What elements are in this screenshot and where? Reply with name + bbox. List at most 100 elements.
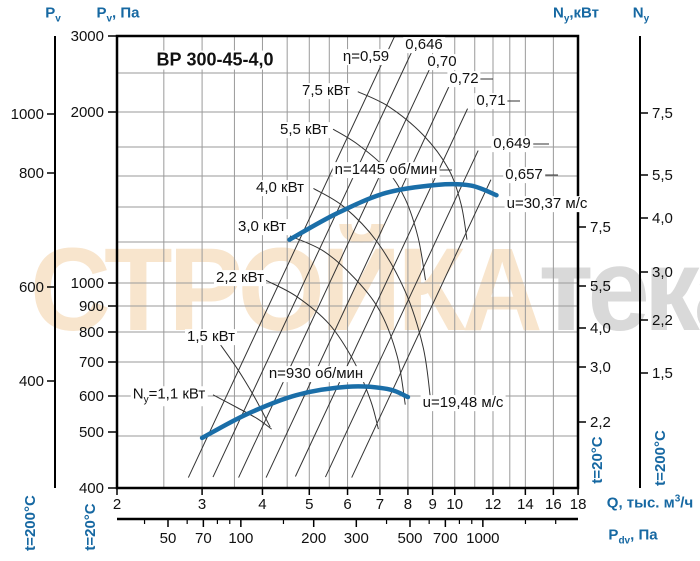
power-curve — [332, 128, 427, 281]
axis-title-text: P — [608, 526, 619, 544]
efficiency-line — [351, 179, 492, 478]
tick-label-pdv: 70 — [195, 530, 212, 547]
axis-title-sup: 3 — [674, 493, 681, 505]
temp-label-20c-left: t=20°C — [82, 503, 100, 551]
watermark-right-text: тека — [538, 224, 700, 356]
efficiency-line — [238, 67, 431, 478]
axis-title-sub: y — [563, 13, 570, 25]
axis-title-sub: v — [106, 13, 113, 25]
power-label-text: =1,1 кВт — [148, 385, 206, 403]
efficiency-line — [187, 36, 395, 478]
tick-label-q: 8 — [404, 496, 412, 513]
tick-label-ny-hot: 7,5 — [652, 105, 673, 122]
tick-label-pv: 600 — [79, 388, 104, 405]
axis-title-ny-hot: Ny — [631, 5, 651, 25]
axis-title-suffix: ,кВт — [569, 4, 600, 22]
tick-label-pv: 500 — [79, 424, 104, 441]
u-label-930: u=19,48 м/с — [420, 394, 506, 412]
efficiency-line — [212, 48, 414, 478]
axis-title-pv: Pv, Па — [94, 5, 141, 25]
axis-title-suffix: /ч — [680, 494, 694, 512]
tick-label-q: 7 — [376, 496, 384, 513]
tick-label-q: 12 — [485, 496, 502, 513]
tick-label-q: 2 — [113, 496, 121, 513]
axis-title-text: N — [552, 4, 564, 22]
power-label-1-1kw: Ny=1,1 кВт — [130, 385, 208, 406]
tick-label-pv: 2000 — [71, 104, 104, 121]
tick-label-q: 14 — [517, 496, 534, 513]
power-curve — [313, 188, 431, 398]
eta-label-0657: 0,657 — [503, 166, 545, 184]
axis-title-text: N — [632, 4, 644, 22]
tick-label-pdv: 1000 — [466, 530, 499, 547]
fan-curve — [199, 384, 411, 441]
axis-title-q: Q, тыс. м3/ч — [605, 493, 695, 512]
tick-label-ny-hot: 3,0 — [652, 264, 673, 281]
power-label-5-5kw: 5,5 кВт — [278, 121, 330, 139]
tick-label-q: 3 — [198, 496, 206, 513]
tick-label-q: 4 — [258, 496, 266, 513]
tick-label-q: 6 — [343, 496, 351, 513]
power-label-sub: y — [143, 394, 149, 406]
tick-label-pdv: 700 — [433, 530, 458, 547]
temp-label-20c-right: t=20°C — [589, 436, 607, 484]
tick-label-pdv: 200 — [301, 530, 326, 547]
axis-title-sub: dv — [618, 535, 631, 547]
tick-label-pv-hot: 1000 — [11, 106, 44, 123]
tick-label-ny-hot: 5,5 — [652, 167, 673, 184]
axis-title-suffix: , Па — [112, 4, 140, 22]
eta-label-071: 0,71 — [474, 92, 508, 110]
power-label-4-0kw: 4,0 кВт — [254, 179, 306, 197]
tick-label-q: 5 — [305, 496, 313, 513]
temp-label-200c-left: t=200°C — [22, 495, 40, 551]
power-curve — [357, 91, 468, 240]
tick-label-pv: 800 — [79, 324, 104, 341]
tick-label-pdv: 300 — [344, 530, 369, 547]
watermark-left-text: СТРОЙКА — [30, 224, 543, 356]
tick-label-ny-hot: 2,2 — [652, 312, 673, 329]
speed-label-930: n=930 об/мин — [266, 365, 366, 383]
tick-label-pv: 3000 — [71, 28, 104, 45]
tick-label-pv: 900 — [79, 298, 104, 315]
tick-label-pdv: 50 — [160, 530, 177, 547]
eta-label-0649: 0,649 — [491, 135, 533, 153]
chart-title: ВР 300-45-4,0 — [154, 49, 276, 70]
tick-label-pv: 400 — [79, 480, 104, 497]
eta-label-059: η=0,59 — [340, 48, 392, 66]
tick-label-pdv: 500 — [397, 530, 422, 547]
axis-title-pv-hot: Pv — [43, 5, 63, 25]
tick-label-pv-hot: 800 — [19, 165, 44, 182]
temp-label-200c-right: t=200°C — [652, 430, 670, 486]
axis-title-suffix: , Па — [630, 526, 658, 544]
tick-label-pv: 1000 — [71, 275, 104, 292]
axis-title-pdv: Pdv, Па — [606, 527, 659, 547]
tick-label-ny-hot: 4,0 — [652, 210, 673, 227]
power-label-2-2kw: 2,2 кВт — [214, 269, 266, 287]
watermark: СТРОЙКАтека — [30, 222, 700, 357]
eta-label-070: 0,70 — [425, 53, 459, 71]
tick-label-ny: 2,2 — [590, 414, 611, 431]
tick-label-q: 10 — [446, 496, 463, 513]
axis-title-text: P — [45, 4, 56, 22]
efficiency-line — [324, 150, 479, 478]
tick-label-ny: 4,0 — [590, 320, 611, 337]
axis-title-sub: y — [643, 13, 650, 25]
tick-label-ny: 7,5 — [590, 219, 611, 236]
tick-label-pdv: 100 — [228, 530, 253, 547]
speed-label-1445: n=1445 об/мин — [332, 161, 440, 179]
tick-label-ny: 5,5 — [590, 278, 611, 295]
tick-label-pv: 700 — [79, 354, 104, 371]
power-curve — [265, 279, 379, 430]
axis-title-ny: Ny,кВт — [551, 5, 601, 25]
power-label-3-0kw: 3,0 кВт — [236, 218, 288, 236]
power-label-7-5kw: 7,5 кВт — [300, 82, 352, 100]
fan-curve — [287, 181, 499, 242]
power-label-1-5kw: 1,5 кВт — [185, 328, 237, 346]
tick-label-q: 16 — [545, 496, 562, 513]
tick-label-ny: 3,0 — [590, 359, 611, 376]
tick-label-q: 18 — [570, 496, 587, 513]
power-label-base: N — [132, 385, 144, 403]
power-curve — [289, 235, 406, 405]
